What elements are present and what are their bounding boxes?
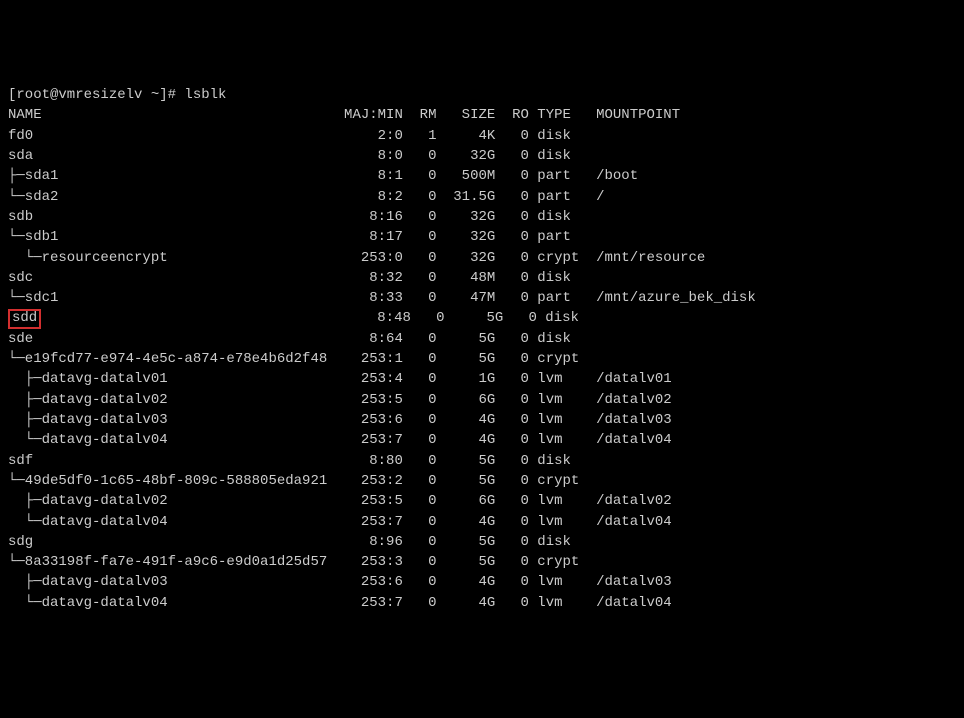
table-row: sdb 8:16 0 32G 0 disk (8, 207, 956, 227)
table-row: sdd 8:48 0 5G 0 disk (8, 308, 956, 328)
header-row: NAME MAJ:MIN RM SIZE RO TYPE MOUNTPOINT (8, 105, 956, 125)
terminal-output: [root@vmresizelv ~]# lsblkNAME MAJ:MIN R… (8, 85, 956, 613)
prompt-line: [root@vmresizelv ~]# lsblk (8, 85, 956, 105)
table-row: └─8a33198f-fa7e-491f-a9c6-e9d0a1d25d57 2… (8, 552, 956, 572)
table-row: ├─datavg-datalv03 253:6 0 4G 0 lvm /data… (8, 410, 956, 430)
table-row: ├─datavg-datalv02 253:5 0 6G 0 lvm /data… (8, 390, 956, 410)
table-row: ├─sda1 8:1 0 500M 0 part /boot (8, 166, 956, 186)
table-row: └─resourceencrypt 253:0 0 32G 0 crypt /m… (8, 248, 956, 268)
table-row: ├─datavg-datalv03 253:6 0 4G 0 lvm /data… (8, 572, 956, 592)
rows-container: fd0 2:0 1 4K 0 disk sda 8:0 0 32G 0 disk… (8, 126, 956, 613)
highlighted-device: sdd (8, 309, 41, 328)
table-row: └─sda2 8:2 0 31.5G 0 part / (8, 187, 956, 207)
table-row: └─sdc1 8:33 0 47M 0 part /mnt/azure_bek_… (8, 288, 956, 308)
table-row: sda 8:0 0 32G 0 disk (8, 146, 956, 166)
table-row: └─datavg-datalv04 253:7 0 4G 0 lvm /data… (8, 430, 956, 450)
table-row: sde 8:64 0 5G 0 disk (8, 329, 956, 349)
table-row: sdg 8:96 0 5G 0 disk (8, 532, 956, 552)
table-row: ├─datavg-datalv02 253:5 0 6G 0 lvm /data… (8, 491, 956, 511)
table-row: └─e19fcd77-e974-4e5c-a874-e78e4b6d2f48 2… (8, 349, 956, 369)
table-row: └─49de5df0-1c65-48bf-809c-588805eda921 2… (8, 471, 956, 491)
table-row: └─datavg-datalv04 253:7 0 4G 0 lvm /data… (8, 593, 956, 613)
table-row: fd0 2:0 1 4K 0 disk (8, 126, 956, 146)
table-row: sdf 8:80 0 5G 0 disk (8, 451, 956, 471)
table-row: sdc 8:32 0 48M 0 disk (8, 268, 956, 288)
table-row: └─sdb1 8:17 0 32G 0 part (8, 227, 956, 247)
table-row: └─datavg-datalv04 253:7 0 4G 0 lvm /data… (8, 512, 956, 532)
table-row: ├─datavg-datalv01 253:4 0 1G 0 lvm /data… (8, 369, 956, 389)
